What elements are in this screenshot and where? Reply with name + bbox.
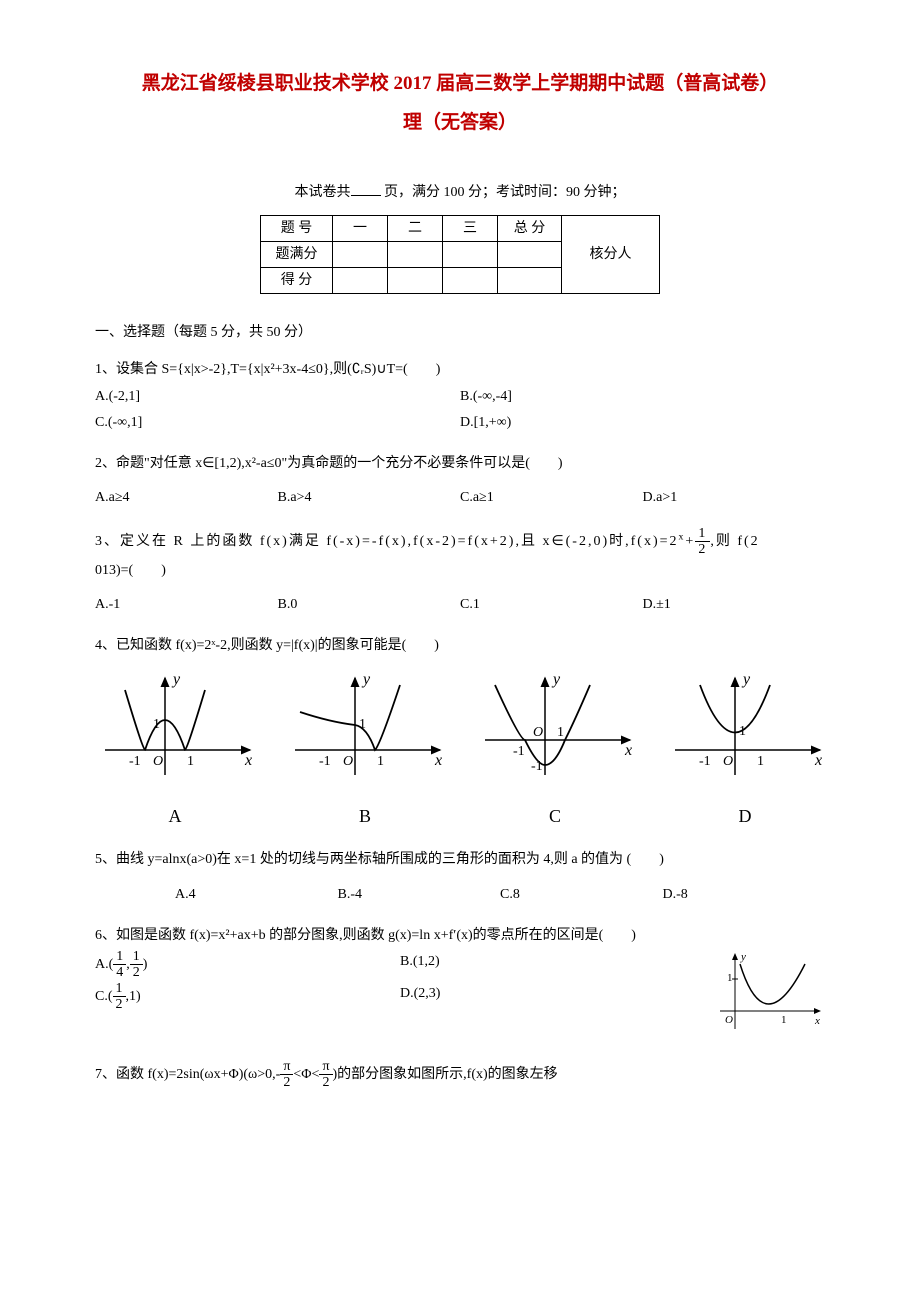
table-row: 题 号 一 二 三 总 分 核分人 (261, 216, 660, 242)
graph-d: x y -1 O 1 1 D (665, 670, 825, 834)
cell: 三 (443, 216, 498, 242)
cell: 一 (333, 216, 388, 242)
svg-text:x: x (814, 1015, 820, 1027)
q6-opt-a: A.(14,12) (95, 949, 400, 981)
svg-text:y: y (740, 951, 746, 963)
cell: 总 分 (498, 216, 562, 242)
q5-opt-a: A.4 (175, 882, 338, 909)
q5-opt-b: B.-4 (338, 882, 501, 909)
cell: 题满分 (261, 242, 333, 268)
svg-text:1: 1 (377, 754, 384, 769)
svg-text:O: O (343, 754, 353, 769)
graph-label-a: A (95, 799, 255, 833)
svg-text:x: x (624, 742, 632, 759)
svg-text:x: x (434, 752, 442, 769)
q2-stem: 2、命题"对任意 x∈[1,2),x²-a≤0"为真命题的一个充分不必要条件可以… (95, 451, 825, 478)
svg-text:-1: -1 (513, 744, 525, 759)
q3-opt-d: D.±1 (643, 592, 826, 619)
exam-info: 本试卷共 页，满分 100 分；考试时间：90 分钟； (95, 182, 825, 203)
q6-opt-b: B.(1,2) (400, 949, 705, 981)
svg-text:1: 1 (557, 725, 564, 740)
q3-stem-d: 013)=( ) (95, 558, 825, 585)
q2-opt-a: A.a≥4 (95, 485, 278, 512)
question-1: 1、设集合 S={x|x>-2},T={x|x²+3x-4≤0},则(∁ᵣS)∪… (95, 357, 825, 437)
q5-opt-d: D.-8 (663, 882, 826, 909)
page-title: 黑龙江省绥棱县职业技术学校 2017 届高三数学上学期期中试题（普高试卷） (95, 70, 825, 99)
svg-text:y: y (171, 671, 181, 688)
page-subtitle: 理（无答案） (95, 109, 825, 138)
graph-label-b: B (285, 799, 445, 833)
q1-opt-c: C.(-∞,1] (95, 410, 460, 437)
q7-stem-b: <Φ< (293, 1067, 319, 1082)
svg-text:O: O (725, 1014, 733, 1026)
question-3: 3、定义在 R 上的函数 f(x)满足 f(-x)=-f(x),f(x-2)=f… (95, 526, 825, 619)
frac-12b: 12 (113, 981, 126, 1013)
q1-opt-a: A.(-2,1] (95, 384, 460, 411)
svg-text:1: 1 (187, 754, 194, 769)
q1-opt-b: B.(-∞,-4] (460, 384, 825, 411)
graph-a: x y -1 O 1 1 A (95, 670, 255, 834)
q1-stem: 1、设集合 S={x|x>-2},T={x|x²+3x-4≤0},则(∁ᵣS)∪… (95, 357, 825, 384)
q3-opt-c: C.1 (460, 592, 643, 619)
svg-text:1: 1 (757, 754, 764, 769)
q3-opt-a: A.-1 (95, 592, 278, 619)
q3-stem-b: + (685, 534, 695, 549)
question-4: 4、已知函数 f(x)=2ˣ-2,则函数 y=|f(x)|的图象可能是( ) x… (95, 633, 825, 833)
svg-text:O: O (723, 754, 733, 769)
q7-stem-c: )的部分图象如图所示,f(x)的图象左移 (333, 1067, 558, 1082)
q5-stem: 5、曲线 y=alnx(a>0)在 x=1 处的切线与两坐标轴所围成的三角形的面… (95, 847, 825, 874)
svg-text:O: O (153, 754, 163, 769)
question-2: 2、命题"对任意 x∈[1,2),x²-a≤0"为真命题的一个充分不必要条件可以… (95, 451, 825, 512)
cell: 核分人 (562, 216, 660, 294)
frac-14: 14 (113, 949, 126, 981)
svg-text:x: x (814, 752, 822, 769)
graph-b: x y -1 O 1 1 B (285, 670, 445, 834)
q4-stem: 4、已知函数 f(x)=2ˣ-2,则函数 y=|f(x)|的图象可能是( ) (95, 633, 825, 660)
frac-pi2b: π2 (319, 1059, 332, 1091)
q2-opt-b: B.a>4 (278, 485, 461, 512)
section-1-title: 一、选择题（每题 5 分，共 50 分） (95, 322, 825, 343)
frac-pi2a: π2 (280, 1059, 293, 1091)
q3-stem-c: ,则 f(2 (710, 534, 759, 549)
svg-text:-1: -1 (699, 754, 711, 769)
frac-12: 12 (130, 949, 143, 981)
q6-graph: x y O 1 1 (715, 949, 825, 1045)
q2-opt-d: D.a>1 (643, 485, 826, 512)
question-6: 6、如图是函数 f(x)=x²+ax+b 的部分图象,则函数 g(x)=ln x… (95, 923, 825, 1045)
info-mid: 页，满分 100 分；考试时间：90 分钟； (381, 185, 626, 200)
svg-text:y: y (741, 671, 751, 688)
cell: 得 分 (261, 268, 333, 294)
svg-text:O: O (533, 725, 543, 740)
q3-opt-b: B.0 (278, 592, 461, 619)
question-5: 5、曲线 y=alnx(a>0)在 x=1 处的切线与两坐标轴所围成的三角形的面… (95, 847, 825, 908)
cell: 二 (388, 216, 443, 242)
q3-stem-a: 3、定义在 R 上的函数 f(x)满足 f(-x)=-f(x),f(x-2)=f… (95, 534, 679, 549)
svg-text:1: 1 (727, 972, 733, 984)
score-table: 题 号 一 二 三 总 分 核分人 题满分 得 分 (260, 215, 660, 294)
svg-text:1: 1 (781, 1014, 787, 1026)
svg-text:x: x (244, 752, 252, 769)
graph-label-d: D (665, 799, 825, 833)
svg-text:y: y (551, 671, 561, 688)
graph-label-c: C (475, 799, 635, 833)
frac-half: 12 (695, 526, 710, 558)
cell: 题 号 (261, 216, 333, 242)
q6-opt-d: D.(2,3) (400, 981, 705, 1013)
svg-text:-1: -1 (319, 754, 331, 769)
q1-opt-d: D.[1,+∞) (460, 410, 825, 437)
q2-opt-c: C.a≥1 (460, 485, 643, 512)
q5-opt-c: C.8 (500, 882, 663, 909)
info-prefix: 本试卷共 (295, 185, 351, 200)
svg-text:-1: -1 (129, 754, 141, 769)
question-7: 7、函数 f(x)=2sin(ωx+Φ)(ω>0,-π2<Φ<π2)的部分图象如… (95, 1059, 825, 1091)
svg-text:-1: -1 (531, 759, 543, 774)
svg-text:y: y (361, 671, 371, 688)
q6-opt-c: C.(12,1) (95, 981, 400, 1013)
graph-c: x y -1 O 1 -1 C (475, 670, 635, 834)
q7-stem-a: 7、函数 f(x)=2sin(ωx+Φ)(ω>0,- (95, 1067, 280, 1082)
q6-stem: 6、如图是函数 f(x)=x²+ax+b 的部分图象,则函数 g(x)=ln x… (95, 923, 825, 950)
